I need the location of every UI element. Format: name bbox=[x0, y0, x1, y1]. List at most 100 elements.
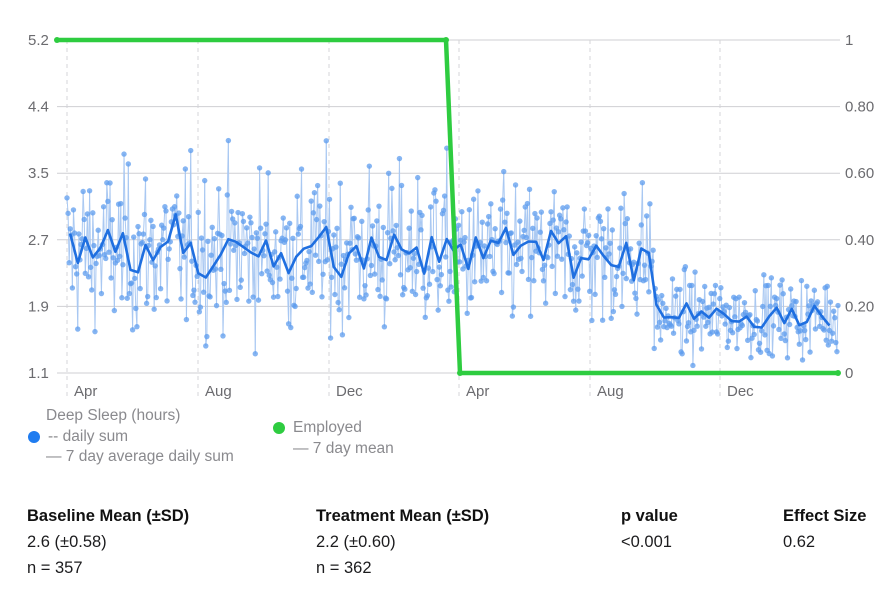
daily-point bbox=[203, 343, 209, 349]
daily-point bbox=[659, 292, 665, 299]
daily-stem bbox=[320, 235, 323, 297]
daily-point bbox=[132, 275, 138, 282]
daily-point bbox=[833, 339, 839, 346]
daily-point bbox=[770, 323, 777, 329]
stats-treatment-n: n = 362 bbox=[316, 559, 372, 577]
daily-point bbox=[109, 216, 115, 223]
daily-stem bbox=[285, 227, 289, 292]
daily-point bbox=[508, 230, 514, 236]
daily-point bbox=[472, 279, 478, 285]
daily-point bbox=[732, 314, 738, 320]
daily-point bbox=[541, 262, 548, 268]
daily-point bbox=[105, 198, 111, 205]
daily-point bbox=[547, 220, 553, 227]
daily-point bbox=[90, 210, 96, 216]
daily-stem bbox=[771, 325, 775, 356]
daily-stem bbox=[237, 212, 240, 243]
daily-point bbox=[739, 322, 746, 329]
right-tick-label: 0.40 bbox=[845, 232, 874, 249]
daily-point bbox=[264, 268, 270, 274]
daily-point bbox=[552, 290, 559, 297]
daily-point bbox=[290, 235, 296, 242]
daily-point bbox=[157, 286, 164, 292]
daily-point bbox=[111, 307, 118, 314]
daily-point bbox=[518, 255, 524, 261]
daily-point bbox=[596, 213, 603, 219]
daily-stem bbox=[259, 167, 262, 229]
daily-stem bbox=[395, 225, 398, 248]
daily-stem bbox=[646, 215, 649, 254]
daily-point bbox=[650, 247, 656, 253]
daily-point bbox=[575, 286, 581, 292]
daily-point bbox=[825, 342, 832, 348]
daily-point bbox=[392, 257, 398, 263]
daily-point bbox=[466, 207, 473, 213]
daily-point bbox=[797, 328, 804, 334]
left-tick-label: 5.2 bbox=[28, 32, 49, 49]
daily-stem bbox=[482, 245, 485, 278]
green-dot-icon bbox=[273, 422, 285, 435]
daily-stem bbox=[736, 329, 739, 349]
daily-point bbox=[144, 293, 151, 300]
daily-point bbox=[353, 257, 360, 263]
daily-point bbox=[212, 266, 219, 272]
daily-point bbox=[582, 228, 589, 234]
daily-stem bbox=[493, 228, 496, 274]
daily-point bbox=[513, 261, 520, 268]
daily-point bbox=[437, 283, 444, 289]
daily-point bbox=[171, 204, 178, 210]
daily-stem bbox=[160, 225, 163, 289]
legend-employed: Employed — 7 day mean bbox=[273, 418, 394, 459]
daily-point bbox=[519, 268, 525, 275]
daily-point bbox=[339, 332, 346, 338]
daily-point bbox=[257, 225, 264, 231]
right-tick-label: 0 bbox=[845, 365, 853, 382]
daily-point bbox=[804, 283, 810, 289]
daily-point bbox=[774, 295, 780, 302]
daily-point bbox=[308, 198, 314, 204]
daily-point bbox=[551, 188, 557, 195]
daily-point bbox=[98, 290, 105, 297]
daily-point bbox=[153, 294, 159, 301]
daily-point bbox=[712, 282, 719, 289]
daily-point bbox=[446, 298, 452, 304]
daily-point bbox=[410, 255, 417, 261]
daily-point bbox=[523, 234, 530, 241]
daily-point bbox=[834, 348, 840, 355]
daily-point bbox=[673, 293, 679, 299]
daily-point bbox=[691, 327, 697, 334]
daily-stem bbox=[103, 206, 106, 255]
daily-point bbox=[251, 246, 257, 252]
daily-point bbox=[752, 287, 758, 294]
daily-point bbox=[788, 286, 794, 292]
stats-pvalue-header: p value bbox=[621, 507, 678, 525]
daily-point bbox=[365, 207, 371, 213]
daily-stem bbox=[404, 252, 407, 290]
daily-point bbox=[702, 283, 708, 290]
daily-point bbox=[498, 289, 505, 296]
daily-point bbox=[162, 203, 168, 210]
daily-point bbox=[561, 227, 567, 233]
daily-point bbox=[69, 285, 76, 291]
x-tick-label: Aug bbox=[205, 383, 232, 400]
daily-point bbox=[163, 208, 169, 214]
left-axis-ticks: 5.2 4.4 3.5 2.7 1.9 1.1 bbox=[28, 32, 49, 382]
daily-point bbox=[685, 320, 692, 326]
daily-point bbox=[351, 215, 357, 222]
daily-stem bbox=[218, 188, 221, 235]
daily-point bbox=[554, 253, 561, 259]
daily-point bbox=[390, 228, 396, 234]
daily-point bbox=[643, 213, 650, 219]
daily-point bbox=[188, 147, 194, 154]
daily-stem bbox=[92, 212, 95, 246]
daily-stem bbox=[530, 257, 533, 317]
daily-stem bbox=[649, 203, 652, 267]
legend-deep-sleep-title: Deep Sleep (hours) bbox=[46, 407, 181, 424]
daily-point bbox=[379, 277, 385, 283]
daily-point bbox=[619, 303, 625, 310]
stats-baseline-header: Baseline Mean (±SD) bbox=[27, 507, 190, 525]
right-axis-ticks: 1 0.80 0.60 0.40 0.20 0 bbox=[845, 32, 874, 382]
seven-day-average-line bbox=[68, 213, 831, 329]
daily-point bbox=[512, 182, 519, 188]
daily-point bbox=[261, 252, 267, 259]
